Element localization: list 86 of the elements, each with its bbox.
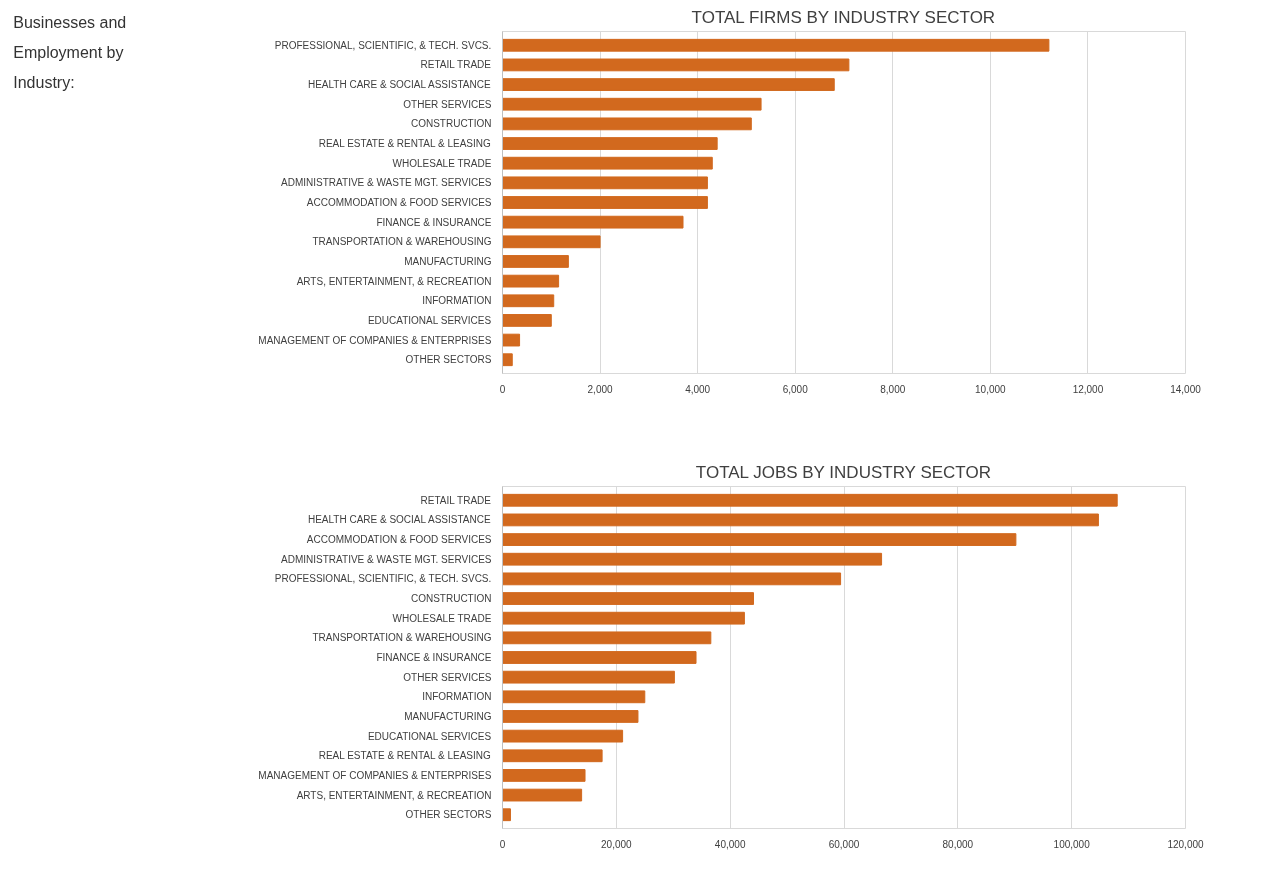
y-tick-label: OTHER SERVICES <box>403 671 492 683</box>
y-tick-label: OTHER SECTORS <box>405 354 492 366</box>
bar <box>502 176 708 190</box>
y-tick-label: RETAIL TRADE <box>420 494 492 506</box>
y-tick-label: ADMINISTRATIVE & WASTE MGT. SERVICES <box>281 553 492 565</box>
bar <box>502 314 552 327</box>
y-tick-label: CONSTRUCTION <box>410 593 492 605</box>
chart-title: TOTAL FIRMS BY INDUSTRY SECTOR <box>691 7 996 27</box>
chart-title: TOTAL JOBS BY INDUSTRY SECTOR <box>695 462 991 482</box>
x-tick-label: 120,000 <box>1167 838 1205 850</box>
y-tick-label: WHOLESALE TRADE <box>392 157 492 169</box>
bar <box>502 592 754 605</box>
y-tick-label: EDUCATIONAL SERVICES <box>367 314 492 326</box>
bar <box>502 749 603 763</box>
bar <box>502 196 708 209</box>
y-tick-label: MANAGEMENT OF COMPANIES & ENTERPRISES <box>258 334 492 346</box>
bar <box>502 572 842 586</box>
bar <box>502 493 1118 507</box>
y-tick-label: OTHER SERVICES <box>403 98 492 110</box>
x-tick-label: 8,000 <box>880 383 906 395</box>
y-tick-label: ARTS, ENTERTAINMENT, & RECREATION <box>296 275 492 287</box>
x-tick-label: 80,000 <box>942 838 974 850</box>
bar <box>502 788 583 802</box>
bar <box>502 235 601 249</box>
y-tick-label: PROFESSIONAL, SCIENTIFIC, & TECH. SVCS. <box>274 39 492 51</box>
y-tick-label: HEALTH CARE & SOCIAL ASSISTANCE <box>307 79 491 91</box>
bar <box>502 631 712 645</box>
bar <box>502 78 835 91</box>
bar <box>502 215 684 229</box>
bar <box>502 137 718 150</box>
y-tick-label: ACCOMMODATION & FOOD SERVICES <box>306 534 492 546</box>
y-tick-label: ACCOMMODATION & FOOD SERVICES <box>306 197 492 208</box>
bar <box>502 58 850 72</box>
y-tick-label: ADMINISTRATIVE & WASTE MGT. SERVICES <box>281 177 492 189</box>
y-tick-label: FINANCE & INSURANCE <box>376 652 492 663</box>
bar <box>502 156 713 170</box>
bar <box>502 710 639 723</box>
y-tick-label: FINANCE & INSURANCE <box>376 216 492 228</box>
bar <box>502 611 745 625</box>
y-tick-label: PROFESSIONAL, SCIENTIFIC, & TECH. SVCS. <box>274 573 492 585</box>
bar <box>502 274 560 288</box>
y-tick-label: INFORMATION <box>422 295 492 307</box>
bar <box>502 651 697 664</box>
y-tick-label: ARTS, ENTERTAINMENT, & RECREATION <box>296 789 492 801</box>
bar <box>502 117 752 131</box>
x-tick-label: 20,000 <box>601 838 633 850</box>
x-tick-label: 40,000 <box>714 838 746 850</box>
x-tick-label: 10,000 <box>975 383 1007 395</box>
bar <box>502 333 521 347</box>
bar <box>502 255 569 268</box>
bar <box>502 729 624 743</box>
y-tick-label: OTHER SECTORS <box>405 809 492 821</box>
bar <box>502 769 586 782</box>
x-tick-label: 0 <box>499 383 506 395</box>
bar <box>502 353 513 367</box>
x-tick-label: 0 <box>499 838 506 850</box>
bar <box>502 38 1050 52</box>
x-tick-label: 2,000 <box>587 383 614 395</box>
bar <box>502 533 1017 546</box>
x-tick-label: 60,000 <box>828 838 860 850</box>
x-tick-label: 12,000 <box>1072 383 1104 395</box>
y-tick-label: RETAIL TRADE <box>420 59 492 71</box>
y-tick-label: HEALTH CARE & SOCIAL ASSISTANCE <box>307 514 491 526</box>
y-tick-label: MANAGEMENT OF COMPANIES & ENTERPRISES <box>258 769 492 781</box>
y-tick-label: REAL ESTATE & RENTAL & LEASING <box>318 138 491 150</box>
y-tick-label: MANUFACTURING <box>404 255 492 267</box>
bar <box>502 552 883 566</box>
y-tick-label: MANUFACTURING <box>404 710 492 722</box>
bar <box>502 97 762 111</box>
bar <box>502 670 675 684</box>
x-tick-label: 4,000 <box>685 383 711 395</box>
y-tick-label: REAL ESTATE & RENTAL & LEASING <box>318 750 491 762</box>
y-tick-label: EDUCATIONAL SERVICES <box>367 730 492 742</box>
y-tick-label: CONSTRUCTION <box>410 118 492 130</box>
y-tick-label: TRANSPORTATION & WAREHOUSING <box>312 632 492 644</box>
y-tick-label: INFORMATION <box>422 691 492 703</box>
bar <box>502 808 511 822</box>
bar <box>502 690 646 704</box>
bar <box>502 294 555 308</box>
text: Businesses and Employment by Industry: <box>13 13 127 91</box>
bar <box>502 513 1099 527</box>
y-tick-label: TRANSPORTATION & WAREHOUSING <box>312 236 492 248</box>
x-tick-label: 100,000 <box>1053 838 1091 850</box>
x-tick-label: 6,000 <box>782 383 809 395</box>
x-tick-label: 14,000 <box>1170 383 1202 395</box>
y-tick-label: WHOLESALE TRADE <box>392 612 492 624</box>
